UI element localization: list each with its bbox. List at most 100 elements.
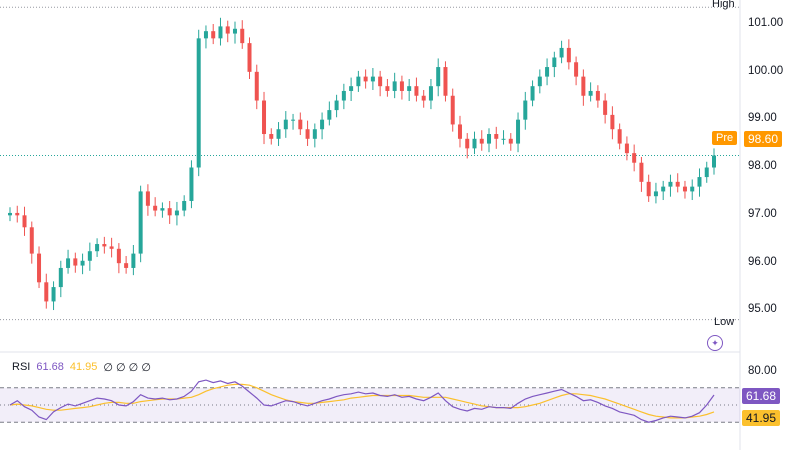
candle-body <box>646 181 651 197</box>
candle-body <box>334 100 339 111</box>
candle-body <box>153 205 158 211</box>
candle-body <box>29 227 34 254</box>
candle-body <box>312 129 317 139</box>
candle-body <box>559 47 564 58</box>
rsi-ma-line <box>9 383 715 419</box>
candle-body <box>174 210 179 216</box>
candle-body <box>116 248 121 264</box>
candle-body <box>276 129 281 139</box>
rsi-ma-value: 41.95 <box>69 361 98 373</box>
low-label: Low <box>714 316 735 328</box>
candle-body <box>203 31 208 39</box>
rsi-label: RSI <box>12 361 31 373</box>
candle-body <box>269 134 274 139</box>
candle-body <box>283 119 288 130</box>
candle-body <box>414 86 419 96</box>
candle-body <box>298 119 303 130</box>
candle-body <box>189 167 194 201</box>
candle-body <box>712 155 716 168</box>
candle-body <box>530 86 535 101</box>
y-tick-label: 98.00 <box>748 160 777 172</box>
candle-body <box>131 253 136 268</box>
candle-body <box>66 258 71 268</box>
candle-body <box>385 86 390 91</box>
candle-body <box>327 110 332 120</box>
candle-body <box>675 181 680 187</box>
rsi-line <box>9 379 715 423</box>
candle-body <box>595 90 600 101</box>
candle-body <box>182 200 187 211</box>
y-tick-label: 101.00 <box>748 17 784 29</box>
candle-body <box>516 119 521 144</box>
candle-body <box>356 76 361 87</box>
candle-body <box>291 119 296 121</box>
candle-body <box>392 81 397 91</box>
y-tick-label: 96.00 <box>748 256 777 268</box>
candle-body <box>95 244 100 252</box>
candle-body <box>225 26 230 34</box>
candle-body <box>320 119 325 130</box>
candle-body <box>617 129 622 144</box>
candle-body <box>58 267 63 288</box>
rsi-legend: RSI 61.68 41.95 ∅ ∅ ∅ ∅ <box>12 361 151 374</box>
rsi-current-tag: 61.68 <box>742 388 781 404</box>
high-label: High <box>712 0 735 10</box>
rsi-value: 61.68 <box>36 361 64 373</box>
candle-body <box>428 86 433 101</box>
candle-body <box>545 67 550 77</box>
rsi-params: ∅ ∅ ∅ ∅ <box>103 362 151 374</box>
candle-body <box>682 186 687 192</box>
candle-body <box>73 258 78 266</box>
candle-body <box>588 90 593 96</box>
y-tick-label: 100.00 <box>748 65 784 77</box>
candle-body <box>465 138 470 149</box>
candle-body <box>639 162 644 182</box>
candle-body <box>690 186 695 192</box>
pre-market-price: 98.60 <box>744 131 783 147</box>
candle-body <box>145 191 150 206</box>
candle-body <box>8 212 12 216</box>
candle-body <box>501 138 506 140</box>
candle-body <box>305 129 310 139</box>
compass-icon[interactable]: ✦ <box>707 335 723 351</box>
y-tick-label: 95.00 <box>748 303 777 315</box>
candle-body <box>697 177 702 187</box>
candle-body <box>653 191 658 197</box>
candle-body <box>552 57 557 68</box>
candle-body <box>370 76 375 82</box>
y-tick-label: 99.00 <box>748 112 777 124</box>
candle-body <box>399 81 404 91</box>
candle-body <box>240 28 245 44</box>
candle-body <box>196 38 201 168</box>
candle-body <box>87 251 92 261</box>
candle-body <box>378 76 383 87</box>
candle-body <box>479 138 484 144</box>
candle-body <box>51 287 56 302</box>
candle-body <box>443 67 448 96</box>
candle-body <box>124 263 129 268</box>
candle-body <box>436 67 441 87</box>
y-tick-label: 97.00 <box>748 208 777 220</box>
candle-body <box>262 100 267 135</box>
candle-body <box>450 95 455 125</box>
pre-market-label: Pre <box>712 131 738 145</box>
candle-body <box>109 246 114 249</box>
candle-body <box>37 253 42 283</box>
candle-body <box>566 47 571 63</box>
candle-body <box>508 138 513 144</box>
candle-body <box>254 71 259 101</box>
candle-body <box>523 100 528 120</box>
candle-body <box>457 124 462 139</box>
candle-body <box>363 76 368 82</box>
candle-body <box>661 186 666 192</box>
candle-body <box>218 26 223 39</box>
rsi-ma-tag: 41.95 <box>742 410 781 426</box>
candle-body <box>232 28 237 34</box>
candle-body <box>247 43 252 72</box>
candle-body <box>472 138 477 149</box>
candle-body <box>581 76 586 96</box>
candle-body <box>632 153 637 163</box>
candle-body <box>487 134 492 144</box>
candle-body <box>22 215 27 228</box>
